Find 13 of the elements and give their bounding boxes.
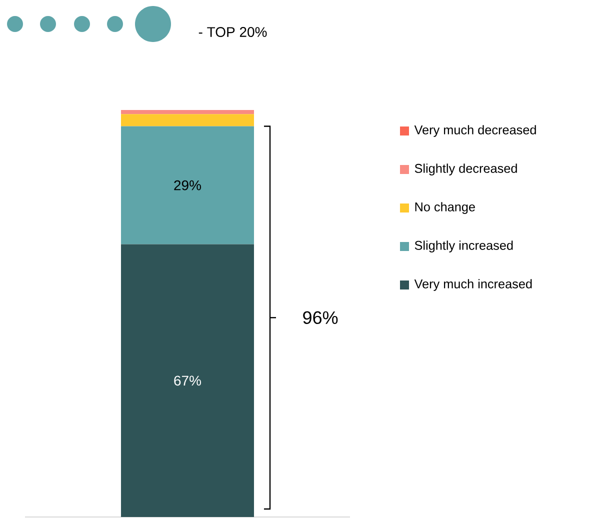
data-label: 67% — [174, 376, 201, 386]
legend-label: Very much increased — [414, 279, 532, 291]
legend-label: Slightly decreased — [414, 164, 517, 176]
legend-label: Very much decreased — [414, 125, 536, 137]
bar — [120, 114, 254, 126]
bar — [120, 110, 254, 114]
text: 96% — [303, 311, 338, 324]
legend-label: Slightly increased — [414, 240, 513, 252]
bar — [120, 126, 254, 244]
legend-label: No change — [415, 202, 475, 214]
data-label: 29% — [174, 180, 201, 190]
bar — [120, 244, 254, 517]
text: - TOP 20% — [198, 27, 267, 37]
